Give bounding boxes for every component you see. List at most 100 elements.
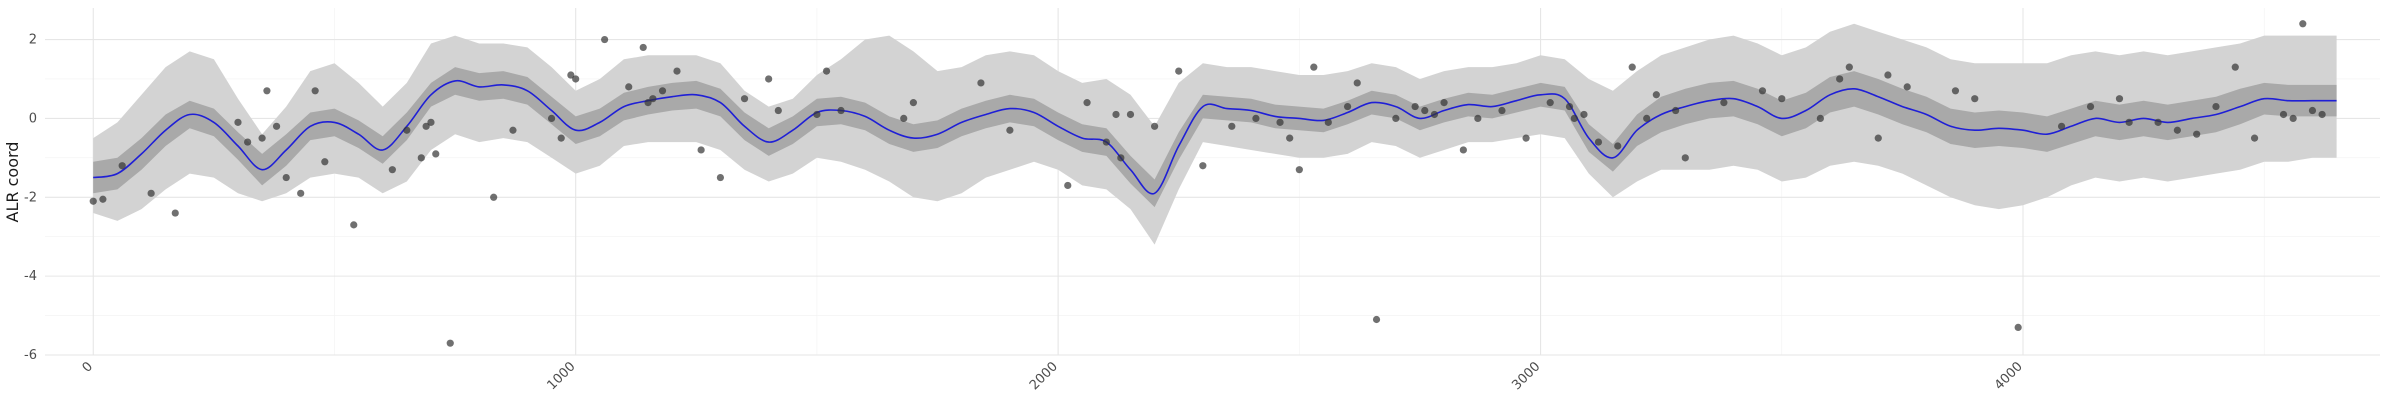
- data-point: [2173, 126, 2181, 134]
- data-point: [2193, 130, 2201, 138]
- x-tick-label: 1000: [545, 359, 579, 393]
- data-point: [639, 43, 647, 52]
- data-point: [118, 162, 126, 170]
- data-point: [644, 99, 652, 107]
- data-point: [2125, 118, 2133, 126]
- data-point: [1971, 95, 1979, 103]
- data-point: [547, 114, 556, 123]
- data-point: [1580, 110, 1588, 119]
- data-point: [234, 118, 242, 126]
- data-point: [1816, 114, 1824, 123]
- data-point: [422, 122, 430, 130]
- inner-credible-band: [93, 67, 2337, 208]
- data-point: [350, 221, 358, 229]
- data-point: [1845, 63, 1853, 71]
- data-point: [909, 99, 917, 107]
- data-point: [258, 134, 266, 142]
- data-point: [822, 67, 831, 75]
- data-point: [1778, 95, 1786, 103]
- data-point: [1594, 138, 1603, 146]
- data-point: [2299, 20, 2307, 28]
- data-point: [388, 166, 396, 174]
- data-point: [432, 150, 440, 158]
- data-point: [1672, 106, 1680, 115]
- data-point: [171, 209, 179, 217]
- data-point: [297, 189, 305, 197]
- data-point: [1286, 134, 1294, 142]
- data-point: [2289, 114, 2297, 123]
- data-point: [1112, 110, 1120, 119]
- data-point: [427, 118, 435, 126]
- y-tick-label: -4: [24, 269, 37, 284]
- data-point: [446, 339, 454, 347]
- data-point: [1570, 114, 1578, 123]
- data-point: [417, 154, 425, 162]
- data-point: [837, 106, 845, 115]
- data-point: [716, 173, 725, 182]
- data-point: [1310, 63, 1318, 71]
- data-point: [774, 106, 782, 115]
- data-point: [1102, 138, 1110, 146]
- data-point: [403, 126, 411, 134]
- data-point: [1498, 106, 1506, 115]
- bands: [93, 23, 2337, 245]
- data-point: [1522, 134, 1530, 142]
- data-point: [490, 193, 498, 201]
- data-point: [1836, 75, 1844, 83]
- data-point: [1083, 99, 1091, 107]
- data-point: [1276, 118, 1284, 126]
- data-point: [1459, 146, 1467, 154]
- data-point: [2279, 110, 2288, 119]
- data-point: [2115, 95, 2124, 103]
- data-point: [1643, 114, 1651, 123]
- data-point: [1175, 67, 1183, 75]
- data-point: [2154, 118, 2162, 126]
- x-tick-label: 4000: [1992, 359, 2026, 393]
- data-point: [1720, 99, 1728, 107]
- data-point: [1614, 142, 1622, 150]
- data-point: [2318, 110, 2326, 119]
- data-point: [1652, 91, 1660, 99]
- data-point: [1421, 106, 1429, 115]
- data-point: [1474, 114, 1482, 123]
- data-point: [2014, 323, 2022, 331]
- data-point: [900, 114, 908, 123]
- data-point: [1874, 134, 1882, 142]
- data-point: [1411, 102, 1419, 111]
- mean-line: [93, 79, 2337, 195]
- data-point: [1324, 118, 1332, 126]
- data-point: [1372, 315, 1381, 324]
- data-point: [1903, 83, 1911, 91]
- x-tick-label: 3000: [1509, 359, 1543, 393]
- data-point: [1430, 110, 1439, 119]
- data-point: [2086, 102, 2095, 111]
- data-point: [1343, 102, 1352, 111]
- data-point: [2250, 134, 2259, 142]
- data-point: [321, 158, 329, 166]
- data-point: [557, 134, 565, 142]
- y-tick-label: -2: [24, 190, 37, 205]
- data-point: [1758, 87, 1767, 95]
- data-point: [1117, 154, 1125, 162]
- data-point: [2231, 63, 2239, 71]
- mean-line-group: [93, 79, 2337, 195]
- data-point: [673, 67, 681, 75]
- data-point: [2057, 122, 2066, 130]
- data-point: [1440, 99, 1448, 107]
- data-point: [1151, 122, 1159, 130]
- data-point: [1064, 181, 1072, 190]
- data-point: [1565, 102, 1574, 111]
- data-point: [740, 95, 749, 103]
- data-point: [697, 146, 705, 154]
- data-point: [1628, 63, 1636, 71]
- data-point: [99, 195, 107, 203]
- data-point: [89, 197, 97, 205]
- outer-credible-band: [93, 23, 2337, 245]
- data-point: [649, 95, 657, 103]
- data-point: [1884, 71, 1892, 79]
- data-point: [658, 87, 667, 95]
- y-tick-label: -6: [24, 348, 37, 363]
- data-point: [765, 75, 773, 83]
